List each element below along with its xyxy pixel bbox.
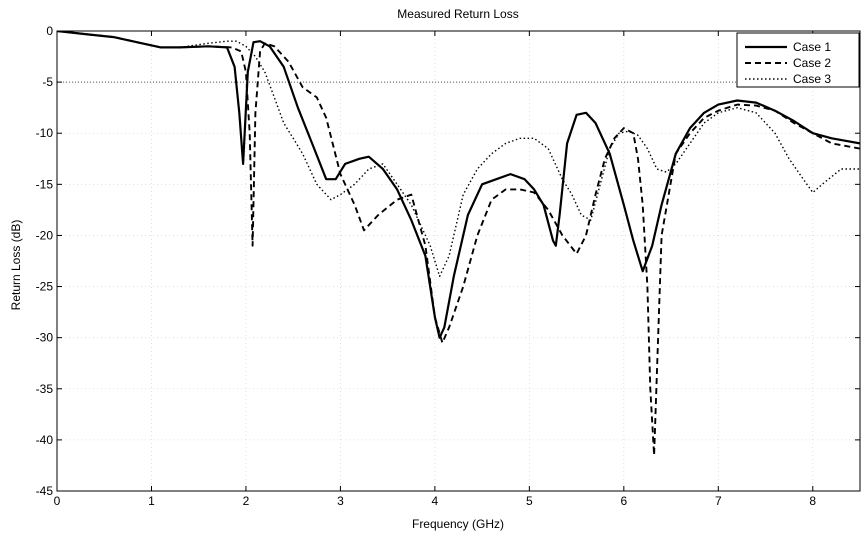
y-tick-label: -20 [36, 228, 54, 242]
legend-label-case-1: Case 1 [793, 40, 831, 54]
y-tick-label: -10 [36, 126, 54, 140]
chart-title: Measured Return Loss [397, 7, 518, 21]
x-tick-label: 0 [54, 494, 61, 508]
legend: Case 1 Case 2 Case 3 [736, 32, 860, 88]
legend-label-case-3: Case 3 [793, 72, 831, 86]
axis-ticks: 0 1 2 3 4 5 6 7 8 0 -5 -10 -15 -20 -25 -30 -35 -40 -45 [36, 24, 860, 508]
x-axis-label: Frequency (GHz) [412, 517, 504, 531]
x-tick-label: 3 [337, 494, 344, 508]
legend-label-case-2: Case 2 [793, 56, 831, 70]
x-tick-label: 7 [715, 494, 722, 508]
y-tick-label: -40 [36, 433, 54, 447]
y-tick-label: -15 [36, 177, 54, 191]
y-axis-label: Return Loss (dB) [9, 220, 23, 311]
y-tick-label: -35 [36, 382, 54, 396]
y-tick-label: -25 [36, 280, 54, 294]
x-tick-label: 1 [148, 494, 155, 508]
y-tick-label: 0 [46, 24, 53, 38]
series-lines [57, 31, 860, 457]
x-tick-label: 2 [243, 494, 250, 508]
legend-box [736, 32, 860, 88]
x-tick-label: 4 [432, 494, 439, 508]
series-line-case-2 [57, 31, 860, 457]
x-tick-label: 8 [809, 494, 816, 508]
x-tick-label: 6 [620, 494, 627, 508]
y-tick-label: -30 [36, 331, 54, 345]
x-tick-label: 5 [526, 494, 533, 508]
plot-frame [56, 30, 861, 492]
y-tick-label: -45 [36, 484, 54, 498]
y-tick-label: -5 [42, 75, 53, 89]
